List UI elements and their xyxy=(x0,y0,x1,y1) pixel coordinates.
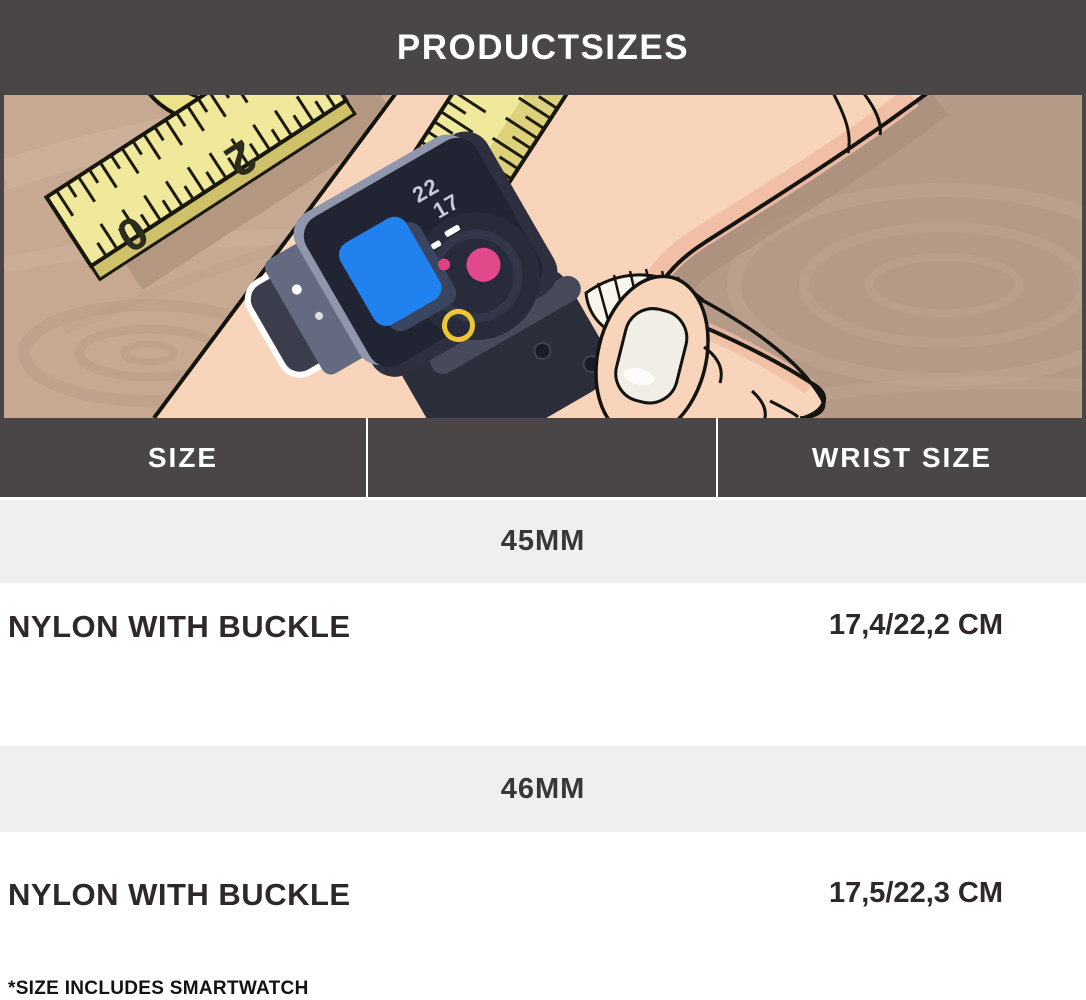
wrist-wrinkle xyxy=(832,95,851,154)
wrist-wrinkle xyxy=(863,95,882,136)
thumb xyxy=(594,274,710,418)
tape-end-face xyxy=(43,95,349,269)
watch-button-dot xyxy=(315,311,324,320)
watch-app-tile xyxy=(338,216,442,326)
table-header-size: SIZE xyxy=(0,418,368,497)
table-row: NYLON WITH BUCKLE 17,4/22,2 CM xyxy=(0,583,1086,746)
size-group-header-46mm: 46MM xyxy=(0,746,1086,832)
footnote-area: *SIZE INCLUDES SMARTWATCH xyxy=(0,952,1086,1000)
watch-dash xyxy=(431,240,442,250)
tape-end-piece: 0 2 xyxy=(43,95,400,290)
illustration-canvas: 0 2 xyxy=(4,95,1082,418)
watch-pink-dot-small xyxy=(438,258,451,271)
watch-dash xyxy=(444,225,461,237)
watch-button-dot xyxy=(291,284,302,295)
watch-yellow-ring xyxy=(441,308,475,342)
tape-ticks xyxy=(96,95,337,257)
table-header-middle xyxy=(368,418,718,497)
table-header-row: SIZE WRIST SIZE xyxy=(0,418,1086,500)
watch-lug-connector xyxy=(264,241,369,375)
title-bar: PRODUCTSIZES xyxy=(0,0,1086,95)
wood-knot-swirl xyxy=(865,253,1023,317)
finger-crease xyxy=(750,389,767,418)
table-header-wrist-size: WRIST SIZE xyxy=(811,441,993,473)
product-name: NYLON WITH BUCKLE xyxy=(8,609,351,644)
size-footnote: *SIZE INCLUDES SMARTWATCH xyxy=(8,978,309,999)
thumb-nail-highlight xyxy=(623,367,655,386)
index-finger-outline xyxy=(699,297,826,418)
finger-crease xyxy=(703,345,723,384)
finger-crease xyxy=(769,399,800,418)
tape-ticks xyxy=(55,95,314,217)
smartwatch: 22 17 xyxy=(244,131,609,418)
page-title: PRODUCTSIZES xyxy=(396,27,690,67)
arm-outline xyxy=(152,95,398,418)
wrist-size-value: 17,4/22,2 CM xyxy=(828,609,1004,641)
wrist-size-value: 17,5/22,3 CM xyxy=(828,877,1004,909)
size-group-header-45mm: 45MM xyxy=(0,500,1086,583)
wood-knot-swirl xyxy=(727,183,1082,387)
wood-knot-swirl xyxy=(120,340,178,366)
watch-strap-hole xyxy=(533,341,552,360)
watch-pink-dot xyxy=(466,247,501,282)
product-name: NYLON WITH BUCKLE xyxy=(8,877,351,912)
wrist-measurement-illustration: 0 2 xyxy=(0,95,1086,418)
wood-knot-swirl xyxy=(799,222,1082,348)
table-row: NYLON WITH BUCKLE 17,5/22,3 CM xyxy=(0,832,1086,952)
